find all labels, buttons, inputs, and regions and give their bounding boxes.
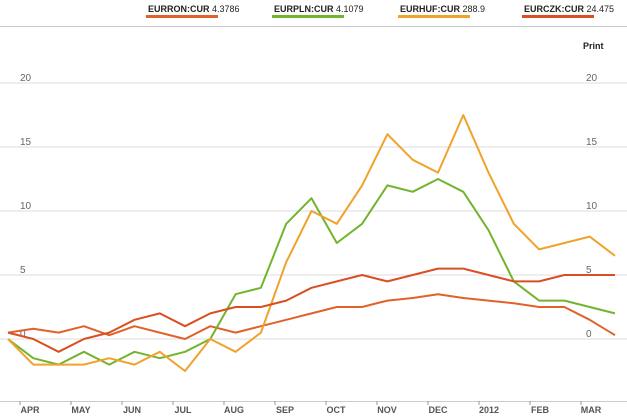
- legend-swatch-2: [398, 15, 470, 18]
- legend-value-0: 4.3786: [210, 4, 240, 14]
- x-tick-sep: SEP: [276, 405, 294, 415]
- legend-entry-2: EURHUF:CUR 288.9: [400, 4, 485, 14]
- legend-entry-3: EURCZK:CUR 24.475: [524, 4, 614, 14]
- series-line-3: [7, 267, 615, 353]
- legend-symbol-0: EURRON:CUR: [148, 4, 210, 14]
- y-tick-left-20: 20: [20, 73, 32, 84]
- series-line-2: [7, 114, 616, 372]
- y-axis-right: 0 5 10 15 20: [586, 73, 598, 340]
- legend-swatch-3: [522, 15, 594, 18]
- y-tick-left-5: 5: [20, 265, 26, 276]
- x-tick-feb: FEB: [531, 405, 550, 415]
- x-tick-jul: JUL: [174, 405, 192, 415]
- legend-value-3: 24.475: [584, 4, 614, 14]
- legend: EURRON:CUR 4.3786 EURPLN:CUR 4.1079 EURHUF…: [146, 4, 614, 18]
- grid-lines: [0, 82, 627, 340]
- x-tick-aug: AUG: [224, 405, 244, 415]
- series-line-0: [7, 293, 616, 340]
- x-tick-may: MAY: [71, 405, 90, 415]
- legend-entry-1: EURPLN:CUR 4.1079: [274, 4, 364, 14]
- y-tick-right-5: 5: [586, 265, 592, 276]
- y-axis-left: 0 5 10 15 20: [20, 73, 32, 340]
- x-tick-2012: 2012: [479, 405, 499, 415]
- y-tick-right-15: 15: [586, 137, 598, 148]
- y-tick-right-20: 20: [586, 73, 598, 84]
- series-lines: [7, 114, 616, 372]
- legend-symbol-2: EURHUF:CUR: [400, 4, 460, 14]
- y-tick-left-0: 0: [20, 329, 26, 340]
- legend-value-2: 288.9: [460, 4, 485, 14]
- x-tick-nov: NOV: [377, 405, 397, 415]
- legend-swatch-0: [146, 15, 218, 18]
- legend-symbol-3: EURCZK:CUR: [524, 4, 584, 14]
- legend-entry-0: EURRON:CUR 4.3786: [148, 4, 240, 14]
- x-tick-dec: DEC: [428, 405, 448, 415]
- legend-swatch-1: [272, 15, 344, 18]
- y-tick-left-10: 10: [20, 201, 32, 212]
- y-tick-right-0: 0: [586, 329, 592, 340]
- y-tick-left-15: 15: [20, 137, 32, 148]
- x-tick-mar: MAR: [581, 405, 602, 415]
- legend-symbol-1: EURPLN:CUR: [274, 4, 334, 14]
- x-tick-oct: OCT: [327, 405, 347, 415]
- y-tick-right-10: 10: [586, 201, 598, 212]
- x-tick-apr: APR: [20, 405, 40, 415]
- x-tick-jun: JUN: [123, 405, 141, 415]
- legend-value-1: 4.1079: [334, 4, 364, 14]
- print-button[interactable]: Print: [583, 41, 604, 51]
- x-axis: APR MAY JUN JUL AUG SEP OCT NOV DEC 2012 FEB MAR: [19, 401, 602, 415]
